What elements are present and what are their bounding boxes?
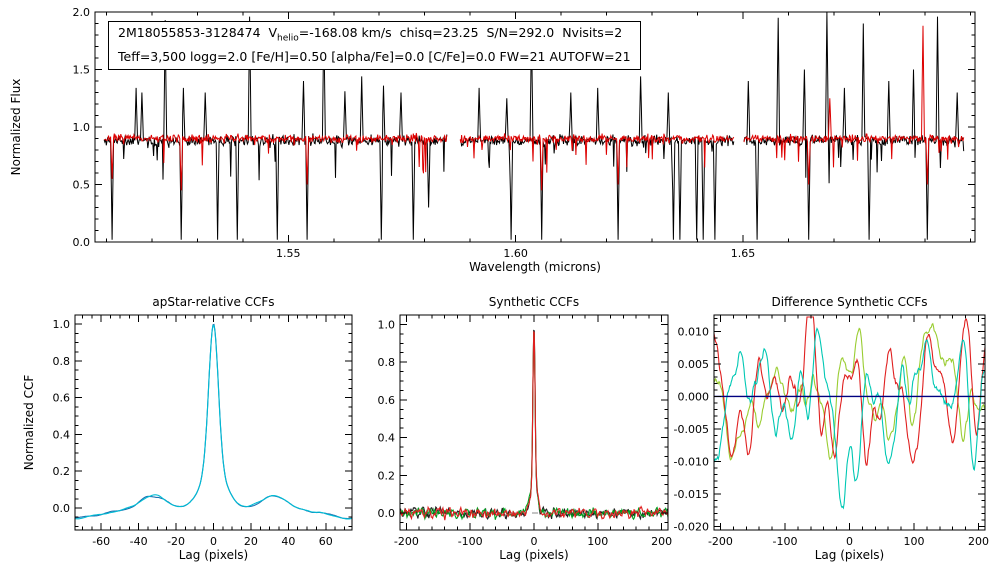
synth-ccf-combined [400, 329, 668, 521]
chart-apstar_ccf: -60 -40 -20 0 20 40 60 0.0 0.2 0.4 0.6 0.8 1.0 apStar… [22, 295, 353, 562]
spectrum-xtick-label: 1.60 [503, 247, 528, 260]
diff-ccf-visit-1 [714, 322, 985, 461]
apstar_ccf-ytick-label: 0.8 [53, 355, 71, 368]
apstar_ccf-ytick-label: 0.0 [53, 502, 71, 515]
chart-spectrum: 1.55 1.60 1.65 0.0 0.5 1.0 1.5 2.0 Wavelength (m… [9, 6, 976, 274]
spectrum-ytick-label: 1.0 [73, 121, 91, 134]
diff_ccf-axes: -200 -100 0 100 200 0.010 0.005 0.000 -0.005 -0.0… [674, 295, 990, 562]
annotation-line2: Teff=3,500 logg=2.0 [Fe/H]=0.50 [alpha/F… [118, 48, 631, 64]
best-fit-synthetic-spectrum [103, 132, 448, 191]
apstar_ccf-title: apStar-relative CCFs [152, 295, 274, 309]
diff_ccf-ytick-label: -0.020 [674, 521, 709, 534]
best-fit-synthetic-spectrum [459, 133, 735, 191]
diff_ccf-ytick-label: -0.005 [674, 423, 709, 436]
apstar_ccf-xtick-label: -20 [167, 535, 185, 548]
synthetic_ccf-xtick-label: 200 [651, 535, 672, 548]
apstar_ccf-xtick-label: 60 [319, 535, 333, 548]
diff-ccf-visit-2 [714, 316, 985, 466]
diff_ccf-ytick-label: 0.005 [678, 358, 710, 371]
spectrum-xtick-label: 1.65 [731, 247, 756, 260]
synthetic_ccf-ytick-label: 0.6 [378, 394, 396, 407]
ccf-visit-2 [75, 323, 352, 520]
observed-visit-spectrum [460, 23, 735, 240]
synthetic_ccf-ytick-label: 0.0 [378, 507, 396, 520]
synthetic_ccf-ytick-label: 0.2 [378, 469, 396, 482]
apstar_ccf-ytick-label: 0.6 [53, 392, 71, 405]
annotation-line1: 2M18055853-3128474 Vhelio=-168.08 km/s c… [118, 24, 631, 48]
spectrum-info-box: 2M18055853-3128474 Vhelio=-168.08 km/s c… [108, 21, 641, 70]
apstar_ccf-xlabel: Lag (pixels) [179, 548, 249, 562]
apstar_ccf-ytick-label: 0.4 [53, 428, 71, 441]
synthetic_ccf-ytick-label: 0.4 [378, 432, 396, 445]
diff_ccf-ytick-label: -0.010 [674, 456, 709, 469]
synthetic_ccf-xlabel: Lag (pixels) [499, 548, 569, 562]
spectrum-xlabel: Wavelength (microns) [469, 260, 601, 274]
synthetic_ccf-xtick-label: 0 [531, 535, 538, 548]
diff_ccf-ytick-label: 0.000 [678, 390, 710, 403]
synthetic_ccf-ytick-label: 1.0 [378, 318, 396, 331]
synthetic_ccf-xtick-label: 100 [587, 535, 608, 548]
spectrum-ytick-label: 2.0 [73, 6, 91, 19]
apstar_ccf-ytick-label: 1.0 [53, 318, 71, 331]
synthetic_ccf-xtick-label: -100 [458, 535, 483, 548]
synthetic_ccf-axes: -200 -100 0 100 200 0.0 0.2 0.4 0.6 0.8 1.0 Synthet… [378, 295, 673, 562]
apstar_ccf-xtick-label: 0 [210, 535, 217, 548]
apstar_ccf-ylabel: Normalized CCF [22, 375, 36, 471]
synth-ccf-visit-1 [400, 332, 668, 521]
star-id-vhelio-label: 2M18055853-3128474 V [118, 25, 278, 40]
diff_ccf-ytick-label: -0.015 [674, 488, 709, 501]
spectrum-ytick-label: 1.5 [73, 64, 91, 77]
ccf-visit-1 [75, 324, 352, 520]
synthetic_ccf-ytick-label: 0.8 [378, 356, 396, 369]
spectrum-ytick-label: 0.5 [73, 179, 91, 192]
vhelio-subscript: helio [277, 33, 299, 44]
best-fit-synthetic-spectrum [743, 25, 965, 185]
apstar_ccf-ytick-label: 0.2 [53, 465, 71, 478]
chart-diff_ccf: -200 -100 0 100 200 0.010 0.005 0.000 -0.005 -0.0… [674, 295, 990, 562]
diff_ccf-title: Difference Synthetic CCFs [771, 295, 927, 309]
diff_ccf-xtick-label: -200 [708, 535, 733, 548]
diff_ccf-xtick-label: 0 [846, 535, 853, 548]
synth-ccf-visit-2 [400, 331, 668, 521]
chart-synthetic_ccf: -200 -100 0 100 200 0.0 0.2 0.4 0.6 0.8 1.0 Synthet… [378, 295, 673, 562]
apstar_ccf-xtick-label: -60 [92, 535, 110, 548]
apstar_ccf-xtick-label: 20 [244, 535, 258, 548]
apstar_ccf-axes: -60 -40 -20 0 20 40 60 0.0 0.2 0.4 0.6 0.8 1.0 apStar… [22, 295, 353, 562]
apstar_ccf-xtick-label: 40 [281, 535, 295, 548]
spectrum-ytick-label: 0.0 [73, 236, 91, 249]
spectrum-ylabel: Normalized Flux [9, 79, 23, 176]
vhelio-stats-text: =-168.08 km/s chisq=23.25 S/N=292.0 Nvis… [298, 25, 623, 40]
diff_ccf-xtick-label: 100 [904, 535, 925, 548]
spectrum-xtick-label: 1.55 [276, 247, 301, 260]
apstar_ccf-xtick-label: -40 [130, 535, 148, 548]
diff_ccf-xlabel: Lag (pixels) [815, 548, 885, 562]
spectrum-axes: 1.55 1.60 1.65 0.0 0.5 1.0 1.5 2.0 Wavelength (m… [9, 6, 976, 274]
diff_ccf-xtick-label: -100 [772, 535, 797, 548]
synthetic_ccf-title: Synthetic CCFs [489, 295, 579, 309]
observed-visit-spectrum [743, 12, 965, 240]
diff_ccf-ytick-label: 0.010 [678, 325, 710, 338]
synthetic_ccf-xtick-label: -200 [394, 535, 419, 548]
diff-ccf-combined [714, 327, 985, 510]
diff_ccf-xtick-label: 200 [968, 535, 989, 548]
